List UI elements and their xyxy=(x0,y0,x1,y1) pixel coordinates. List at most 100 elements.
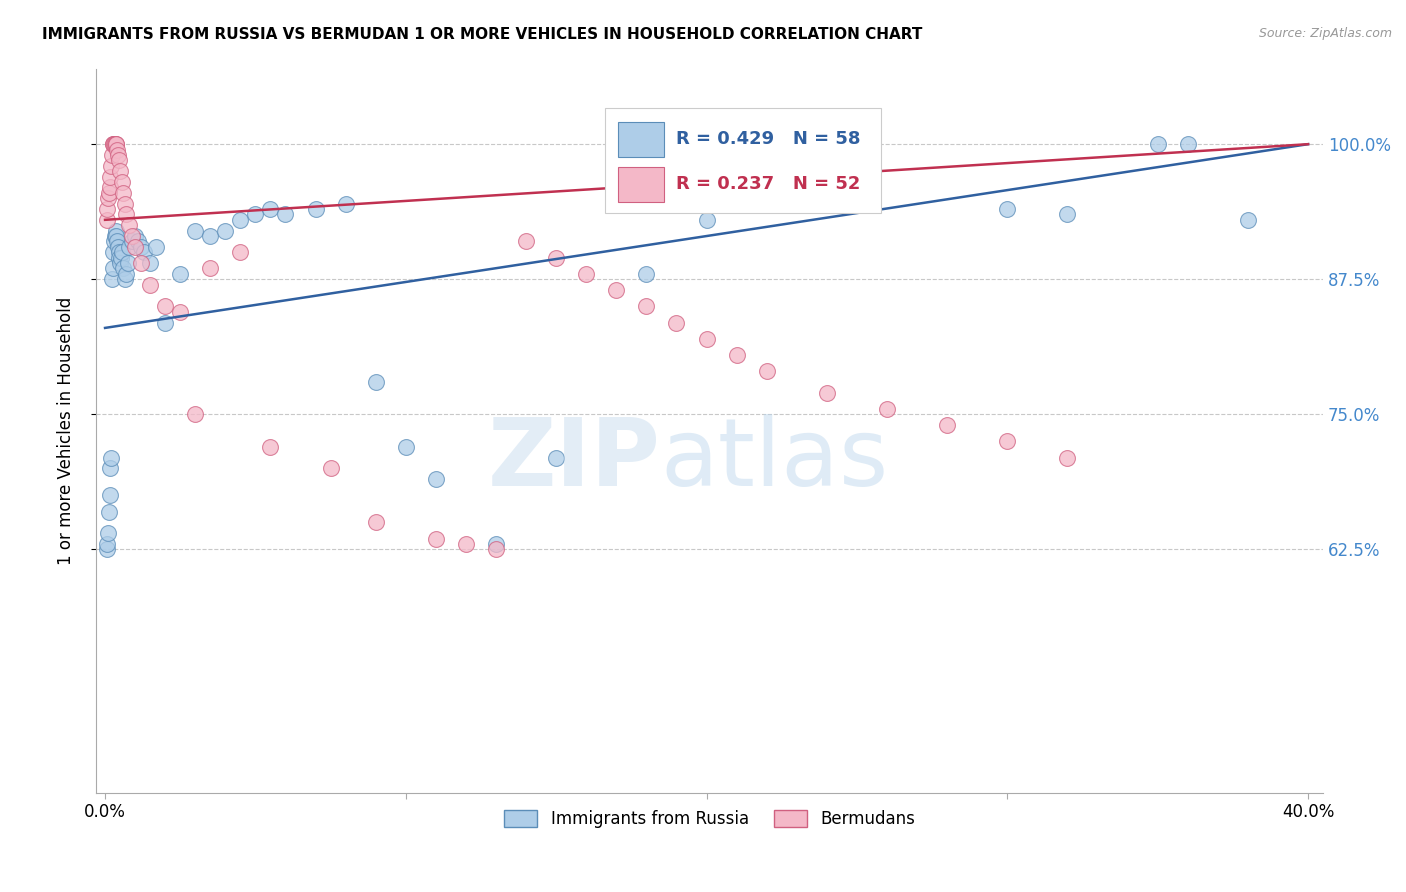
Text: atlas: atlas xyxy=(661,414,889,506)
Point xyxy=(115,207,138,221)
Point xyxy=(104,224,127,238)
Point xyxy=(127,235,149,249)
Point xyxy=(96,212,118,227)
Point xyxy=(605,283,627,297)
Point xyxy=(395,440,418,454)
Point xyxy=(105,137,128,152)
Point xyxy=(114,196,136,211)
Point xyxy=(454,537,477,551)
Point xyxy=(335,196,357,211)
Point xyxy=(364,375,387,389)
Point xyxy=(425,472,447,486)
Point xyxy=(105,235,128,249)
Legend: Immigrants from Russia, Bermudans: Immigrants from Russia, Bermudans xyxy=(498,804,922,835)
Point xyxy=(97,526,120,541)
Point xyxy=(304,202,326,216)
Point xyxy=(134,245,156,260)
Point xyxy=(124,240,146,254)
Point xyxy=(364,516,387,530)
Point xyxy=(115,267,138,281)
Point xyxy=(118,240,141,254)
Point xyxy=(139,277,162,292)
Point xyxy=(696,212,718,227)
Point xyxy=(636,299,658,313)
Point xyxy=(129,240,152,254)
Point xyxy=(169,304,191,318)
Point xyxy=(546,450,568,465)
Point xyxy=(229,245,252,260)
Point xyxy=(425,532,447,546)
Point xyxy=(214,224,236,238)
Point xyxy=(169,267,191,281)
Point xyxy=(200,229,222,244)
Point xyxy=(96,537,118,551)
FancyBboxPatch shape xyxy=(617,122,664,157)
Text: R = 0.237   N = 52: R = 0.237 N = 52 xyxy=(676,176,860,194)
Point xyxy=(139,256,162,270)
Point xyxy=(755,364,778,378)
Point xyxy=(97,191,120,205)
Text: R = 0.429   N = 58: R = 0.429 N = 58 xyxy=(676,129,860,148)
Point xyxy=(485,542,508,557)
Point xyxy=(96,202,118,216)
Point xyxy=(101,261,124,276)
Point xyxy=(755,196,778,211)
Point xyxy=(995,202,1018,216)
Point xyxy=(129,256,152,270)
Point xyxy=(104,137,127,152)
Point xyxy=(259,440,281,454)
Point xyxy=(98,488,121,502)
Point xyxy=(124,229,146,244)
Point xyxy=(107,148,129,162)
Point xyxy=(112,186,135,200)
Point xyxy=(515,235,537,249)
Point xyxy=(101,137,124,152)
Point xyxy=(107,245,129,260)
Point xyxy=(107,153,129,168)
Point xyxy=(145,240,167,254)
Point xyxy=(184,408,207,422)
Point xyxy=(117,256,139,270)
Point xyxy=(100,159,122,173)
Point xyxy=(98,180,121,194)
Point xyxy=(100,272,122,286)
Point xyxy=(107,240,129,254)
Point xyxy=(1237,212,1260,227)
Point xyxy=(96,542,118,557)
Point xyxy=(97,505,120,519)
Point xyxy=(485,537,508,551)
Point xyxy=(118,219,141,233)
Point xyxy=(105,229,128,244)
Point xyxy=(100,148,122,162)
Point xyxy=(103,137,125,152)
Point xyxy=(103,235,125,249)
Point xyxy=(110,251,132,265)
Text: ZIP: ZIP xyxy=(488,414,661,506)
Point xyxy=(108,251,131,265)
Point xyxy=(153,299,176,313)
Point xyxy=(1177,137,1199,152)
Point xyxy=(112,261,135,276)
Point xyxy=(153,316,176,330)
Point xyxy=(103,245,125,260)
Point xyxy=(845,191,868,205)
Point xyxy=(1146,137,1168,152)
FancyBboxPatch shape xyxy=(605,108,882,213)
Point xyxy=(121,235,143,249)
Point xyxy=(200,261,222,276)
Point xyxy=(725,348,748,362)
Point xyxy=(546,251,568,265)
Point xyxy=(110,175,132,189)
Point xyxy=(995,434,1018,449)
Point xyxy=(229,212,252,227)
Y-axis label: 1 or more Vehicles in Household: 1 or more Vehicles in Household xyxy=(58,296,75,565)
Point xyxy=(245,207,267,221)
Point xyxy=(259,202,281,216)
Point xyxy=(121,229,143,244)
Point xyxy=(97,186,120,200)
Point xyxy=(636,267,658,281)
Point xyxy=(1056,450,1078,465)
Point xyxy=(110,245,132,260)
Point xyxy=(104,137,127,152)
Point xyxy=(108,164,131,178)
